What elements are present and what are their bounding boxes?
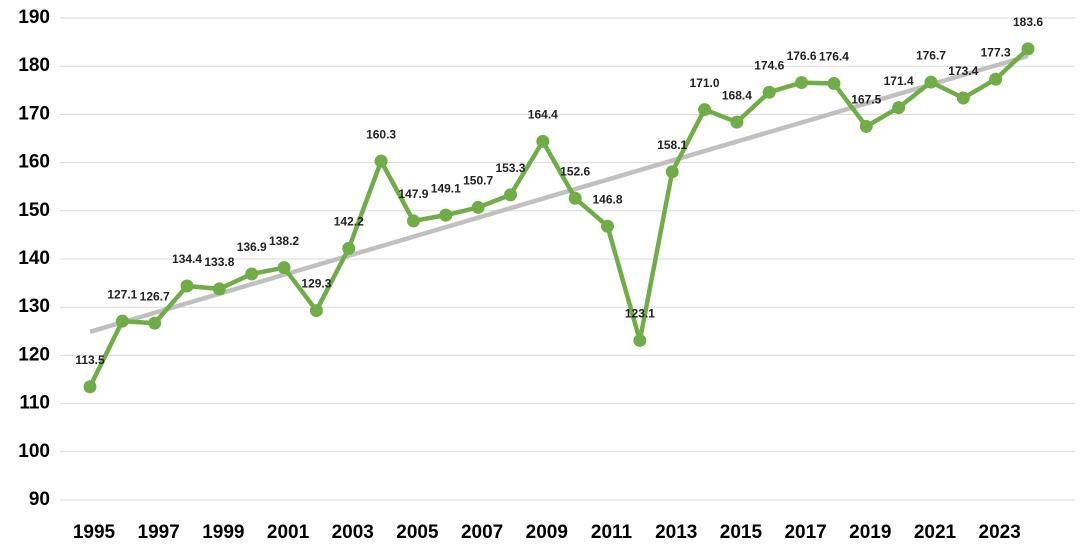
data-point (503, 188, 517, 202)
data-label: 168.4 (722, 88, 752, 102)
data-label: 167.5 (851, 93, 881, 107)
data-label: 171.0 (690, 76, 720, 90)
data-point (536, 134, 550, 148)
data-point (924, 75, 938, 89)
data-label: 171.4 (884, 74, 914, 88)
data-point (439, 208, 453, 222)
x-tick-label: 2001 (267, 522, 310, 543)
y-tick-label: 130 (18, 296, 50, 317)
data-point (633, 333, 647, 347)
data-point (1021, 42, 1035, 56)
data-label: 176.7 (916, 48, 946, 62)
data-label: 176.6 (787, 49, 817, 63)
data-point (342, 241, 356, 255)
x-tick-label: 2003 (332, 522, 374, 543)
data-label: 153.3 (495, 161, 525, 175)
y-tick-label: 90 (29, 489, 50, 510)
data-point (83, 380, 97, 394)
data-point (665, 165, 679, 179)
y-tick-label: 180 (18, 55, 50, 76)
data-point (795, 76, 809, 90)
data-label: 146.8 (593, 192, 623, 206)
data-point (827, 77, 841, 91)
data-point (406, 214, 420, 228)
data-label: 183.6 (1013, 15, 1043, 29)
x-tick-label: 2011 (591, 522, 633, 543)
y-tick-label: 140 (18, 248, 50, 269)
data-label: 123.1 (625, 307, 655, 321)
data-label: 147.9 (398, 187, 428, 201)
data-point (245, 267, 259, 281)
data-label: 150.7 (463, 174, 493, 188)
data-point (859, 119, 873, 133)
data-label: 142.2 (334, 215, 364, 229)
data-point (374, 154, 388, 168)
data-label: 129.3 (301, 277, 331, 291)
y-tick-label: 100 (18, 441, 50, 462)
x-tick-label: 2021 (914, 522, 957, 543)
data-label: 158.1 (657, 138, 687, 152)
y-tick-label: 150 (18, 200, 50, 221)
x-tick-label: 2017 (784, 522, 826, 543)
trendline (89, 53, 1029, 334)
data-point (989, 72, 1003, 86)
data-point (471, 200, 485, 214)
data-point (568, 191, 582, 205)
data-point (698, 103, 712, 117)
x-tick-label: 1995 (73, 522, 116, 543)
data-label: 127.1 (107, 287, 137, 301)
data-point (148, 316, 162, 330)
data-point (730, 115, 744, 129)
data-label: 176.4 (819, 50, 849, 64)
data-label: 160.3 (366, 127, 396, 141)
x-tick-label: 2005 (396, 522, 439, 543)
data-label: 174.6 (754, 58, 784, 72)
y-tick-label: 110 (19, 393, 50, 414)
data-label: 136.9 (237, 240, 267, 254)
data-label: 138.2 (269, 234, 299, 248)
data-label: 177.3 (981, 45, 1011, 59)
data-point (115, 314, 129, 328)
data-point (956, 91, 970, 105)
data-point (309, 304, 323, 318)
y-tick-label: 160 (18, 152, 50, 173)
data-label: 126.7 (140, 289, 170, 303)
x-tick-label: 1997 (138, 522, 180, 543)
x-tick-label: 2013 (655, 522, 697, 543)
x-tick-label: 1999 (202, 522, 244, 543)
x-tick-label: 2023 (979, 522, 1021, 543)
data-label: 152.6 (560, 164, 590, 178)
y-tick-label: 120 (18, 344, 50, 365)
data-point (762, 85, 776, 99)
y-tick-label: 170 (18, 103, 50, 124)
data-label: 173.4 (948, 64, 978, 78)
data-point (180, 279, 194, 293)
x-tick-label: 2019 (849, 522, 891, 543)
data-label: 133.8 (204, 255, 234, 269)
x-tick-label: 2007 (461, 522, 503, 543)
data-point (601, 219, 615, 233)
data-label: 149.1 (431, 181, 461, 195)
x-tick-label: 2015 (720, 522, 763, 543)
data-label: 134.4 (172, 252, 202, 266)
y-tick-label: 190 (18, 7, 50, 28)
data-point (277, 261, 291, 275)
data-label: 164.4 (528, 108, 558, 122)
data-label: 113.5 (75, 353, 105, 367)
x-tick-label: 2009 (526, 522, 568, 543)
data-point (212, 282, 226, 296)
data-point (892, 101, 906, 115)
